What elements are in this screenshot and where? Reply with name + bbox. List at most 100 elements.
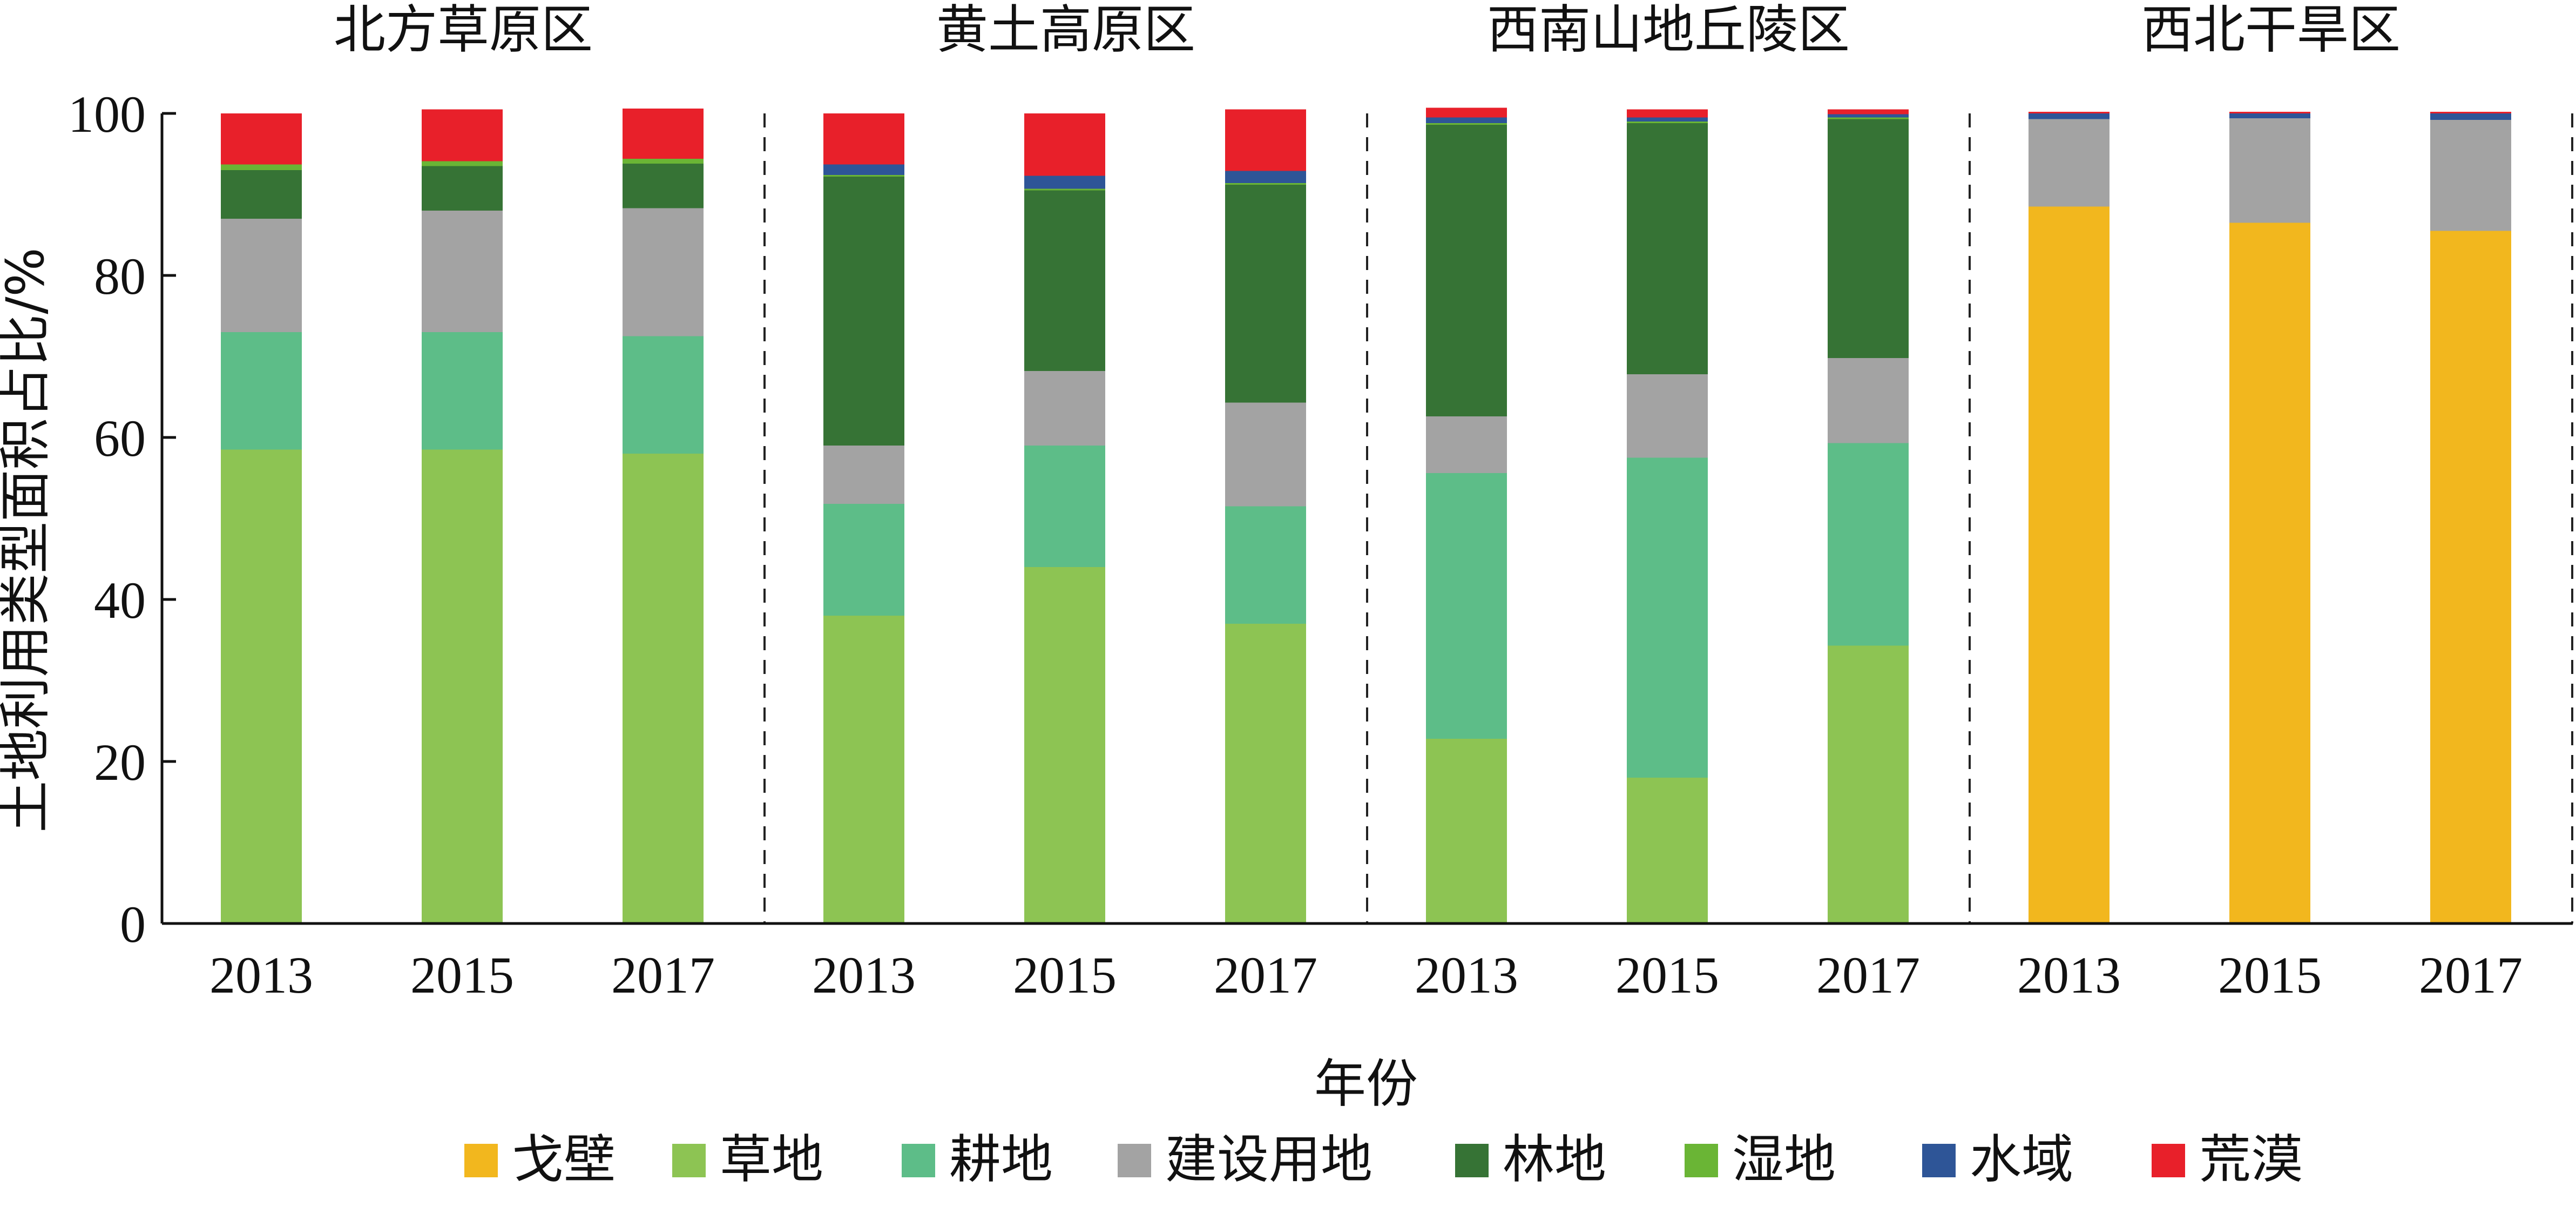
legend-label: 戈壁 [512, 1129, 616, 1190]
bar-segment [422, 166, 503, 211]
y-axis-title: 土地利用类型面积占比/% [0, 247, 56, 833]
bar-segment [1024, 176, 1105, 189]
bar-segment [1627, 778, 1708, 923]
bar-segment [1024, 113, 1105, 176]
bar-segment [1225, 506, 1306, 624]
legend-label: 湿地 [1732, 1129, 1836, 1190]
ticks: 2013 2015 2017 2013 2015 2017 2013 2015 2017 2013… [68, 85, 2523, 1004]
bar-segment [823, 616, 904, 923]
bars-layer [221, 107, 2511, 923]
bar-segment [221, 219, 302, 332]
bar-segment [1426, 473, 1507, 739]
bar-segment [2430, 120, 2511, 231]
x-tick-label: 2017 [2419, 946, 2523, 1004]
y-tick-label: 40 [94, 571, 146, 629]
bar-segment [1426, 107, 1507, 118]
bar-segment [1828, 358, 1909, 443]
bar-segment [1024, 371, 1105, 446]
bar-segment [823, 446, 904, 504]
bar-segment [1426, 416, 1507, 473]
bar-segment [2430, 112, 2511, 113]
bar-segment [1225, 109, 1306, 171]
bar-segment [1024, 190, 1105, 371]
bar-segment [422, 449, 503, 923]
y-tick-label: 20 [94, 733, 146, 791]
bar-segment [1024, 188, 1105, 191]
bar-segment [623, 159, 704, 164]
bar-segment [221, 332, 302, 450]
bar-segment [1828, 119, 1909, 358]
region-separators [763, 113, 2573, 923]
region-title: 黄土高原区 [936, 0, 1195, 60]
bar-segment [1225, 402, 1306, 507]
y-tick-label: 0 [120, 895, 146, 953]
bar-segment [2029, 119, 2110, 207]
bar-segment [221, 170, 302, 219]
bar-segment [1828, 109, 1909, 114]
bar-segment [221, 164, 302, 170]
x-tick-label: 2015 [410, 946, 514, 1004]
bar-segment [1024, 567, 1105, 923]
bar-segment [1426, 125, 1507, 416]
region-title: 北方草原区 [334, 0, 593, 60]
legend-swatch [1922, 1144, 1956, 1177]
x-tick-label: 2013 [209, 946, 313, 1004]
legend-label: 水域 [1970, 1129, 2073, 1190]
bar-segment [2430, 113, 2511, 120]
bar-segment [422, 211, 503, 332]
bar-segment [1627, 123, 1708, 374]
bar-segment [2229, 118, 2310, 223]
bar-segment [422, 161, 503, 166]
x-tick-label: 2013 [812, 946, 916, 1004]
bar-segment [1828, 443, 1909, 646]
bar-segment [2029, 112, 2110, 113]
x-tick-label: 2015 [2218, 946, 2322, 1004]
legend-label: 建设用地 [1165, 1129, 1372, 1190]
legend-label: 林地 [1503, 1129, 1606, 1190]
bar-segment [823, 177, 904, 446]
bar-segment [623, 336, 704, 454]
legend-swatch [1455, 1144, 1489, 1177]
legend-swatch [902, 1144, 935, 1177]
bar-segment [2229, 113, 2310, 118]
bar-segment [2229, 112, 2310, 113]
bar-segment [1225, 624, 1306, 923]
bar-segment [2029, 206, 2110, 923]
bar-segment [823, 164, 904, 175]
bar-segment [1225, 171, 1306, 183]
bar-segment [1225, 185, 1306, 403]
bar-segment [422, 332, 503, 450]
bar-segment [221, 113, 302, 165]
x-tick-label: 2013 [1415, 946, 1518, 1004]
bar-segment [623, 454, 704, 923]
legend: 戈壁 草地 耕地 建设用地 林地 湿地 水域 荒漠 [464, 1129, 2303, 1190]
bar-segment [623, 164, 704, 208]
bar-segment [1426, 117, 1507, 123]
x-tick-label: 2017 [611, 946, 715, 1004]
region-title: 西北干旱区 [2141, 0, 2401, 60]
x-tick-label: 2015 [1013, 946, 1117, 1004]
bar-segment [1225, 183, 1306, 185]
bar-segment [623, 208, 704, 336]
bar-segment [422, 109, 503, 161]
bar-segment [623, 109, 704, 159]
bar-segment [1627, 109, 1708, 118]
bar-segment [221, 449, 302, 923]
bar-segment [1426, 739, 1507, 923]
x-tick-label: 2017 [1214, 946, 1317, 1004]
bar-segment [1426, 123, 1507, 125]
bar-segment [1828, 114, 1909, 118]
legend-swatch [672, 1144, 706, 1177]
bar-segment [1024, 446, 1105, 567]
legend-label: 荒漠 [2199, 1129, 2303, 1190]
y-tick-label: 80 [94, 247, 146, 305]
bar-segment [2229, 222, 2310, 923]
bar-segment [1627, 374, 1708, 458]
legend-swatch [2152, 1144, 2185, 1177]
legend-label: 草地 [720, 1129, 823, 1190]
bar-segment [823, 504, 904, 616]
region-titles: 北方草原区 黄土高原区 西南山地丘陵区 西北干旱区 [334, 0, 2401, 60]
bar-segment [2029, 113, 2110, 119]
legend-label: 耕地 [949, 1129, 1053, 1190]
